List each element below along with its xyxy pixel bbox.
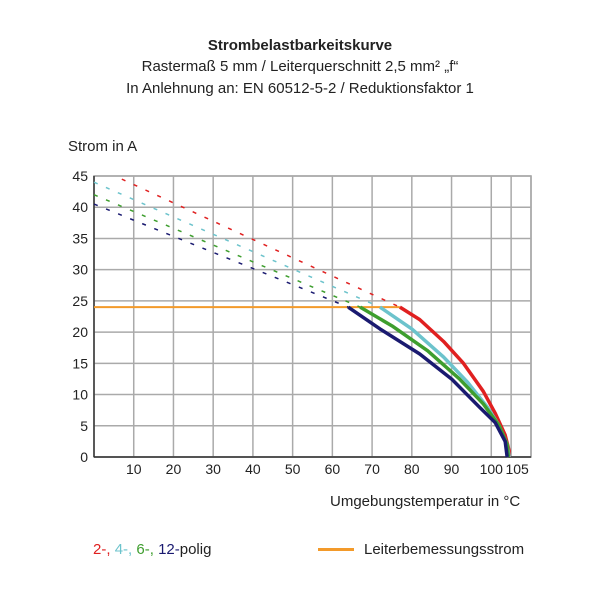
y-tick-label: 25 xyxy=(72,293,88,309)
y-tick-label: 45 xyxy=(72,168,88,184)
series-6-polig-dashed xyxy=(93,194,361,308)
y-tick-label: 5 xyxy=(80,418,88,434)
plot-frame xyxy=(93,175,532,458)
legend-12: 12- xyxy=(158,541,180,558)
y-axis-label: Strom in A xyxy=(68,138,138,155)
legend-swatch xyxy=(318,548,354,551)
series-2-polig-dashed xyxy=(121,178,401,308)
x-tick-label: 80 xyxy=(404,461,420,477)
y-tick-label: 20 xyxy=(72,324,88,340)
x-tick-label: 100 xyxy=(480,461,504,477)
series-12-polig-dashed xyxy=(93,203,349,308)
legend-2: 2- xyxy=(93,541,107,558)
chart-subtitle-1: Rastermaß 5 mm / Leiterquerschnitt 2,5 m… xyxy=(141,58,459,75)
chart-subtitle-2: In Anlehnung an: EN 60512-5-2 / Reduktio… xyxy=(126,80,474,97)
x-tick-label: 50 xyxy=(285,461,301,477)
chart-title: Strombelastbarkeitskurve xyxy=(207,37,393,54)
legend-rated-label: Leiterbemessungsstrom xyxy=(364,541,525,558)
y-tick-label: 35 xyxy=(72,230,88,246)
y-tick-label: 10 xyxy=(72,387,88,403)
x-tick-label: 10 xyxy=(126,461,142,477)
y-tick-label: 15 xyxy=(72,355,88,371)
x-tick-label: 40 xyxy=(245,461,261,477)
x-tick-label: 105 xyxy=(505,461,529,477)
x-tick-label: 70 xyxy=(364,461,380,477)
x-tick-label: 30 xyxy=(205,461,221,477)
x-axis-label: Umgebungstemperatur in °C xyxy=(330,493,521,510)
x-tick-label: 90 xyxy=(444,461,460,477)
x-tick-label: 20 xyxy=(166,461,182,477)
y-tick-label: 40 xyxy=(72,199,88,215)
legend-series: 2-, 4-, 6-, 12-polig xyxy=(93,541,212,558)
series-4-polig-dashed xyxy=(93,181,381,308)
x-tick-label: 60 xyxy=(325,461,341,477)
legend-suffix: polig xyxy=(179,541,212,558)
y-tick-label: 30 xyxy=(72,262,88,278)
legend-4: 4- xyxy=(114,541,129,558)
series-12-polig-curve xyxy=(347,305,509,458)
legend-6: 6- xyxy=(136,541,150,558)
y-tick-label: 0 xyxy=(80,449,88,465)
legend-rated: Leiterbemessungsstrom xyxy=(318,541,524,558)
